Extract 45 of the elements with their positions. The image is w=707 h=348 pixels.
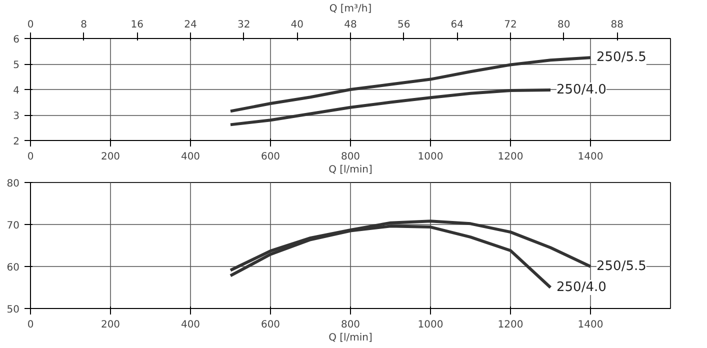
x-tick-label: 400	[180, 152, 200, 162]
y-tick-label: 80	[6, 178, 20, 190]
x2-tick-label: 88	[610, 20, 624, 30]
x-tick-label: 200	[100, 320, 120, 330]
line-series	[229, 88, 552, 126]
x-tick-label: 0	[27, 320, 34, 330]
x2-tick-label: 8	[80, 20, 88, 30]
x-tick-label: 1200	[498, 152, 524, 162]
y-tick-label: 6	[13, 34, 20, 46]
x2-tick-label: 40	[290, 20, 304, 30]
x-tick-label: 1000	[418, 152, 444, 162]
y-tick-label: 60	[6, 262, 20, 274]
x-tick-label: 200	[100, 152, 120, 162]
x-tick-label: 600	[260, 320, 280, 330]
x-tick-label: 1400	[578, 152, 604, 162]
y-tick-label: 2	[13, 136, 20, 148]
x-tick-label: 0	[27, 152, 34, 162]
x2-tick-label: 64	[450, 20, 464, 30]
x2-tick-label: 16	[130, 20, 144, 30]
x-tick-label: 800	[340, 152, 360, 162]
x2-tick-label: 72	[504, 20, 517, 30]
x2-tick-label: 0	[27, 20, 34, 30]
x-axis-title: Q [l/min]	[328, 164, 373, 176]
x2-tick-label: 32	[237, 20, 250, 30]
x-tick-label: 400	[180, 320, 200, 330]
y-tick-label: 50	[6, 304, 20, 316]
y-tick-label: 4	[13, 86, 20, 96]
x2-tick-label: 56	[397, 20, 410, 30]
x-axis-title: Q [l/min]	[328, 332, 373, 344]
x-tick-label: 1000	[418, 320, 444, 330]
y-tick-label: 5	[13, 60, 20, 71]
x-tick-label: 1400	[578, 320, 604, 330]
x2-axis-title: Q [m³/h]	[329, 4, 372, 14]
series-label: 250/4.0	[556, 82, 606, 98]
x-tick-label: 1200	[498, 320, 524, 330]
x-tick-label: 600	[260, 152, 280, 162]
series-label: 250/5.5	[596, 259, 646, 274]
series-label: 250/4.0	[556, 280, 606, 295]
x2-tick-label: 80	[557, 20, 570, 30]
y-tick-label: 70	[6, 220, 20, 232]
series-label: 250/5.5	[596, 50, 646, 66]
x2-tick-label: 48	[344, 20, 357, 30]
x2-tick-label: 24	[184, 20, 197, 30]
y-tick-label: 3	[13, 111, 20, 122]
x-tick-label: 800	[340, 320, 360, 330]
